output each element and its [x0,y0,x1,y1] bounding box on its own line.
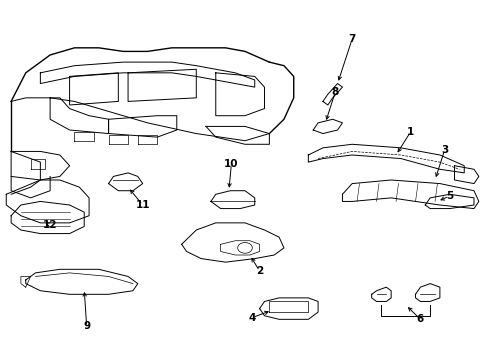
Text: 2: 2 [256,266,263,276]
Text: 6: 6 [417,314,424,324]
Text: 9: 9 [83,321,90,332]
Text: 3: 3 [441,145,448,155]
Text: 12: 12 [43,220,57,230]
Text: 10: 10 [224,159,239,169]
Text: 8: 8 [332,87,339,98]
Text: 5: 5 [446,191,453,201]
Text: 11: 11 [135,200,150,210]
Text: 1: 1 [407,127,414,137]
Text: 7: 7 [348,34,356,44]
Text: 4: 4 [248,312,256,323]
